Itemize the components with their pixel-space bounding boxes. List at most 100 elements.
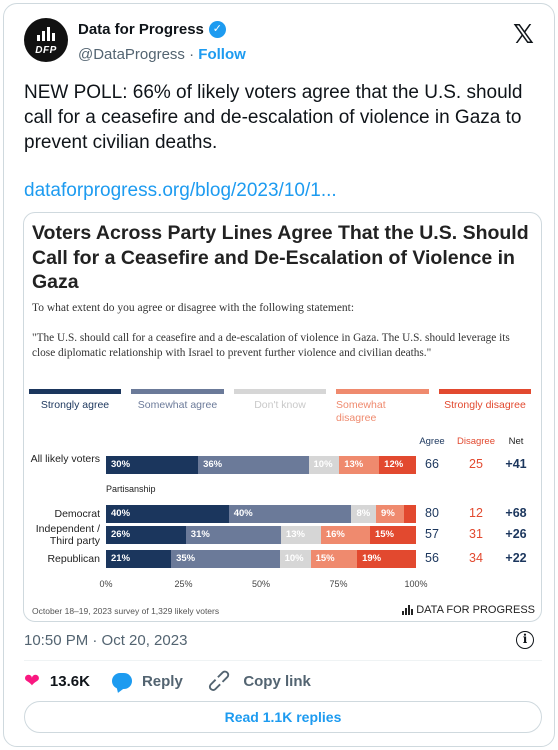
reply-button[interactable]: Reply (111, 672, 183, 690)
account-avatar[interactable]: DFP (24, 18, 68, 62)
tweet-timestamp[interactable]: 10:50 PM · Oct 20, 2023 (24, 632, 188, 649)
verified-check-icon: ✓ (208, 21, 226, 38)
legend-swatch (439, 389, 531, 394)
stacked-bar: 30% 36% 10% 13% 12% (106, 456, 416, 474)
tweet-link[interactable]: dataforprogress.org/blog/2023/10/1... (24, 180, 337, 201)
tweet-text: NEW POLL: 66% of likely voters agree tha… (24, 82, 523, 153)
row-label: Independent / Third party (35, 523, 100, 547)
legend-label: Strongly agree (40, 399, 110, 411)
bar-segment: 16% (320, 526, 370, 544)
avatar-chart-icon (37, 27, 55, 41)
read-replies-button[interactable]: Read 1.1K replies (24, 701, 542, 733)
legend-item: Strongly agree (29, 389, 121, 419)
agree-value: 80 (425, 506, 439, 520)
row-label: All likely voters (30, 453, 100, 465)
x-tick-label: 50% (251, 579, 270, 589)
row-label: Democrat (54, 508, 100, 520)
agree-value: 56 (425, 551, 439, 565)
account-name-row: Data for Progress ✓ (78, 21, 226, 38)
column-header-net: Net (508, 436, 524, 447)
bar-segment: 15% (310, 550, 358, 568)
agree-value: 57 (425, 527, 439, 541)
brand-chart-icon (402, 605, 414, 615)
bar-segment: 15% (369, 526, 417, 544)
row-label: Republican (47, 553, 100, 565)
bar-segment: 35% (171, 550, 280, 568)
legend-label: Somewhat disagree (336, 399, 386, 424)
legend-item: Somewhat disagree (336, 389, 429, 424)
net-value: +41 (505, 457, 527, 471)
bar-segment: 12% (379, 456, 416, 474)
bar-segment: 40% (106, 505, 229, 523)
handle-separator: · (189, 46, 195, 63)
account-handle-row: @DataProgress · Follow (78, 46, 246, 63)
bar-segment: 10% (308, 456, 340, 474)
legend-swatch (131, 389, 224, 394)
chart-title: Voters Across Party Lines Agree That the… (32, 222, 529, 293)
reply-label: Reply (141, 672, 183, 690)
disagree-value: 31 (469, 527, 483, 541)
net-value: +22 (505, 551, 527, 565)
net-value: +26 (505, 527, 527, 541)
disagree-value: 25 (469, 457, 483, 471)
bar-segment (403, 505, 416, 523)
legend-swatch (29, 389, 121, 394)
bar-segment: 31% (185, 526, 281, 544)
account-handle[interactable]: @DataProgress (78, 46, 185, 63)
group-label-partisanship: Partisanship (106, 484, 156, 494)
x-tick-label: 25% (174, 579, 193, 589)
avatar-label: DFP (35, 45, 57, 56)
copy-link-button[interactable]: ⊂⊃ Copy link (202, 664, 311, 698)
like-button[interactable]: ❤ 13.6K (24, 672, 90, 691)
x-tick-label: 0% (99, 579, 113, 589)
legend-item: Don't know (234, 389, 326, 419)
bar-segment: 8% (351, 505, 377, 523)
stacked-bar: 21% 35% 10% 15% 19% (106, 550, 416, 568)
legend-item: Somewhat agree (131, 389, 224, 419)
reply-bubble-icon (111, 673, 132, 689)
legend-swatch (336, 389, 429, 394)
x-tick-label: 100% (404, 579, 428, 589)
stacked-bar: 26% 31% 13% 16% 15% (106, 526, 417, 544)
x-logo-icon[interactable]: 𝕏 (513, 20, 534, 50)
tweet-media-chart[interactable]: Voters Across Party Lines Agree That the… (23, 212, 542, 622)
chart-footnote: October 18–19, 2023 survey of 1,329 like… (32, 606, 220, 616)
legend-label: Strongly disagree (444, 399, 526, 411)
divider (24, 660, 542, 661)
bar-segment: 36% (198, 456, 309, 474)
bar-segment: 13% (280, 526, 321, 544)
bar-segment: 30% (106, 456, 199, 474)
bar-segment: 40% (228, 505, 352, 523)
agree-value: 66 (425, 457, 439, 471)
like-count: 13.6K (49, 672, 90, 690)
copy-link-label: Copy link (243, 672, 311, 690)
chart-brand: DATA FOR PROGRESS (402, 604, 535, 616)
brand-label: DATA FOR PROGRESS (416, 604, 535, 616)
disagree-value: 12 (469, 506, 483, 520)
tweet-card: DFP Data for Progress ✓ @DataProgress · … (3, 3, 555, 747)
bar-segment: 13% (339, 456, 380, 474)
link-icon: ⊂⊃ (201, 663, 236, 698)
net-value: +68 (505, 506, 527, 520)
bar-segment: 26% (106, 526, 186, 544)
disagree-value: 34 (469, 551, 483, 565)
bar-segment: 9% (376, 505, 404, 523)
legend-label: Don't know (254, 399, 306, 411)
legend-label: Somewhat agree (137, 399, 218, 411)
bar-segment: 21% (106, 550, 172, 568)
info-icon[interactable]: i (516, 631, 534, 649)
column-header-disagree: Disagree (456, 436, 496, 447)
follow-button[interactable]: Follow (198, 46, 246, 63)
bar-segment: 19% (357, 550, 416, 568)
heart-icon: ❤ (24, 670, 40, 692)
action-bar: ❤ 13.6K Reply ⊂⊃ Copy link (24, 664, 333, 698)
account-name[interactable]: Data for Progress (78, 21, 204, 38)
legend-item: Strongly disagree (439, 389, 531, 419)
bar-segment: 10% (279, 550, 311, 568)
legend-swatch (234, 389, 326, 394)
chart-subtitle: To what extent do you agree or disagree … (32, 302, 355, 314)
column-header-agree: Agree (419, 436, 445, 447)
stacked-bar: 40% 40% 8% 9% (106, 505, 416, 523)
chart-quote: "The U.S. should call for a ceasefire an… (32, 332, 510, 359)
x-tick-label: 75% (329, 579, 348, 589)
